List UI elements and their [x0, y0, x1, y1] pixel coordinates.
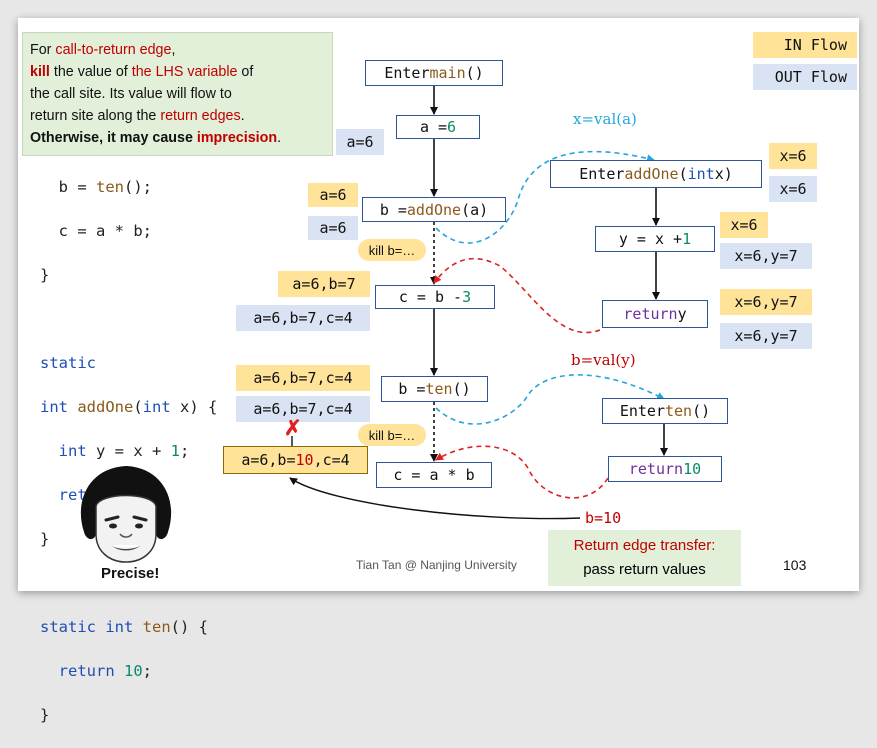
- source-code: b = ten(); c = a * b; } static int addOn…: [40, 154, 217, 748]
- node-a-eq-6: a = 6: [396, 115, 480, 139]
- code-line: int addOne(int x) {: [40, 398, 218, 416]
- node-call-addone: b = addOne (a): [362, 197, 506, 222]
- code-line: return 10;: [40, 662, 152, 680]
- code-line: [40, 308, 217, 330]
- node-enter-addone: Enter addOne(int x): [550, 160, 762, 188]
- in-fact-return-y: x=6,y=7: [720, 289, 812, 315]
- call-edge-addone: [435, 150, 655, 244]
- in-fact-y-eq-x-plus-1: x=6: [720, 212, 768, 238]
- node-c-eq-a-times-b: c = a * b: [376, 462, 492, 488]
- edge-label-b-eq-10: b=10: [585, 509, 622, 527]
- in-fact-c-eq-a-times-b: a=6,b= 10 ,c=4: [223, 446, 368, 474]
- in-fact-call-ten: a=6,b=7,c=4: [236, 365, 370, 391]
- out-fact-a-eq-6: a=6: [336, 129, 384, 155]
- note-line-4: return site along the return edges.: [30, 108, 245, 124]
- note-line-3: the call site. Its value will flow to: [30, 86, 232, 102]
- in-fact-c-eq-b-minus-3: a=6,b=7: [278, 271, 370, 297]
- kill-label-2: kill b=…: [358, 424, 426, 446]
- transfer-line-1: Return edge transfer:: [573, 537, 716, 554]
- call-edge-ten: [435, 374, 665, 425]
- code-line: }: [40, 530, 50, 548]
- out-fact-enter-addone: x=6: [769, 176, 817, 202]
- code-line: c = a * b;: [40, 222, 152, 240]
- edge-label-x-val-a: x=val(a): [573, 110, 637, 128]
- node-c-eq-b-minus-3: c = b - 3: [375, 285, 495, 309]
- node-y-eq-x-plus-1: y = x + 1: [595, 226, 715, 252]
- out-fact-call-ten: a=6,b=7,c=4: [236, 396, 370, 422]
- note-line-1: For call-to-return edge,: [30, 42, 176, 58]
- out-fact-return-y: x=6,y=7: [720, 323, 812, 349]
- cross-mark-icon: ✗: [284, 417, 302, 440]
- out-fact-c-eq-b-minus-3: a=6,b=7,c=4: [236, 305, 370, 331]
- code-line: }: [40, 266, 50, 284]
- note-line-2: kill the value of the LHS variable of: [30, 64, 254, 80]
- flow-edges: [288, 86, 668, 520]
- code-line: int y = x + 1;: [40, 442, 190, 460]
- footer-credit: Tian Tan @ Nanjing University: [356, 558, 517, 572]
- call-to-return-note: For call-to-return edge, kill the value …: [22, 32, 333, 156]
- edge-label-b-val-y: b=val(y): [571, 351, 636, 369]
- legend-in-flow: IN Flow: [753, 32, 857, 58]
- node-enter-ten: Enter ten(): [602, 398, 728, 424]
- legend-out-flow: OUT Flow: [753, 64, 857, 90]
- node-return-10: return 10: [608, 456, 722, 482]
- return-edge-transfer-note: Return edge transfer: pass return values: [548, 530, 741, 586]
- note-line-5: Otherwise, it may cause imprecision.: [30, 130, 282, 146]
- meme-face-icon: [80, 466, 172, 563]
- code-line: }: [40, 706, 50, 724]
- b10-flow-arrow: [289, 477, 581, 520]
- page-number: 103: [783, 557, 807, 573]
- in-fact-call-addone: a=6: [308, 183, 358, 207]
- in-fact-enter-addone: x=6: [769, 143, 817, 169]
- code-line: b = ten();: [40, 178, 152, 196]
- transfer-line-2: pass return values: [583, 561, 706, 578]
- precise-label: Precise!: [101, 565, 160, 582]
- node-return-y: return y: [602, 300, 708, 328]
- out-fact-call-addone: a=6: [308, 216, 358, 240]
- out-fact-y-eq-x-plus-1: x=6,y=7: [720, 243, 812, 269]
- kill-label-1: kill b=…: [358, 239, 426, 261]
- node-call-ten: b = ten(): [381, 376, 488, 402]
- code-line: static: [40, 354, 96, 372]
- return-edge-ten: [435, 445, 609, 499]
- code-line: static int ten() {: [40, 618, 208, 636]
- node-enter-main: Enter main(): [365, 60, 503, 86]
